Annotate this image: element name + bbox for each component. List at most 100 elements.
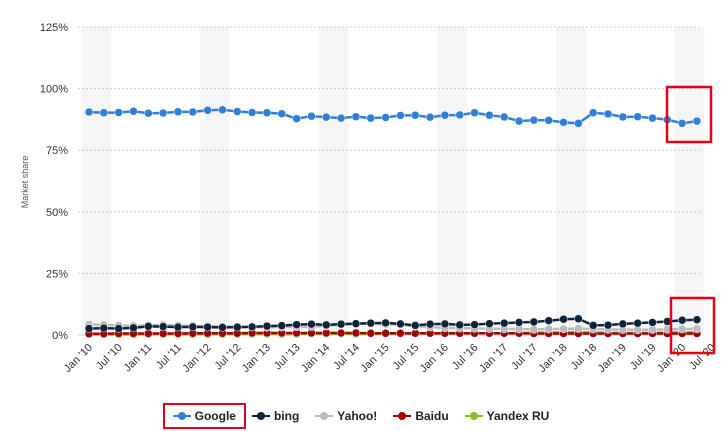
legend-item-yandex-ru[interactable]: Yandex RU <box>457 405 558 427</box>
legend-item-baidu[interactable]: Baidu <box>385 405 456 427</box>
data-point <box>499 318 509 328</box>
x-tick-label: Jul '11 <box>154 342 184 372</box>
data-point <box>322 112 331 122</box>
data-point <box>677 315 687 325</box>
data-point <box>440 319 450 329</box>
data-point <box>203 322 212 332</box>
data-point <box>440 110 450 120</box>
data-point <box>188 107 198 117</box>
data-point <box>544 116 553 125</box>
x-tick-label: Jul '14 <box>331 342 362 373</box>
year-band <box>674 27 705 335</box>
data-point <box>677 324 687 334</box>
data-point <box>529 115 539 125</box>
data-point <box>396 111 405 120</box>
series-google <box>84 105 702 128</box>
legend-label: Yandex RU <box>486 409 550 423</box>
data-point <box>381 318 390 328</box>
data-point <box>84 324 94 333</box>
grid-lines <box>78 26 700 336</box>
data-point <box>233 107 242 116</box>
data-point <box>158 322 168 331</box>
x-tick-label: Jul '12 <box>213 342 244 373</box>
chart-legend: Google bing Yahoo! Baidu Yandex RU <box>0 403 722 429</box>
data-point <box>262 108 272 117</box>
data-point <box>485 110 494 120</box>
x-tick-label: Jul '17 <box>509 342 540 373</box>
data-point <box>381 329 390 338</box>
legend-item-yahoo-[interactable]: Yahoo! <box>307 405 385 427</box>
y-axis-tick-labels: 0% 25% 50% 75% 100% 125% <box>40 22 68 342</box>
data-point <box>514 318 524 327</box>
data-point <box>188 322 198 332</box>
data-point <box>336 113 346 123</box>
data-point <box>99 108 109 117</box>
data-point <box>544 324 553 334</box>
legend-item-bing[interactable]: bing <box>244 405 307 427</box>
x-tick-label: Jan '17 <box>477 342 510 375</box>
x-tick-label: Jul '19 <box>628 342 659 373</box>
data-point <box>292 114 301 123</box>
data-point <box>648 113 657 123</box>
highlight-annotations <box>665 85 716 355</box>
data-point <box>144 108 153 118</box>
data-point <box>455 320 464 330</box>
data-point <box>603 320 613 330</box>
data-point <box>158 108 168 118</box>
data-point <box>366 329 376 338</box>
x-tick-label: Jan '13 <box>240 342 273 375</box>
highlight-box-bing <box>669 296 716 355</box>
data-point <box>692 324 702 334</box>
data-point <box>129 107 138 116</box>
x-tick-label: Jan '15 <box>358 342 391 375</box>
data-point <box>144 322 153 331</box>
y-tick-label: 50% <box>46 207 68 219</box>
data-point <box>633 112 642 121</box>
data-point <box>277 109 287 118</box>
y-tick-label: 25% <box>46 268 68 280</box>
x-tick-label: Jan '11 <box>122 342 155 375</box>
legend-item-google[interactable]: Google <box>162 403 246 429</box>
legend-label: Yahoo! <box>337 409 378 423</box>
data-point <box>84 107 94 117</box>
legend-label: Google <box>194 409 236 423</box>
data-point <box>544 316 553 325</box>
data-point <box>692 315 702 324</box>
data-point <box>470 108 479 117</box>
year-band <box>556 27 586 335</box>
alternating-year-bands <box>81 27 705 335</box>
data-point <box>322 320 331 330</box>
x-tick-label: Jan '18 <box>536 342 569 375</box>
data-point <box>470 320 479 329</box>
data-point <box>366 113 376 123</box>
data-point <box>247 108 257 117</box>
data-point <box>173 322 183 332</box>
y-tick-label: 75% <box>46 145 68 157</box>
x-tick-label: Jan '12 <box>180 342 213 375</box>
data-point <box>588 321 598 330</box>
x-tick-label: Jul '16 <box>450 342 481 373</box>
y-tick-label: 0% <box>52 330 68 342</box>
series-baidu <box>84 328 702 339</box>
data-point <box>336 328 346 338</box>
data-point <box>618 112 628 122</box>
y-tick-label: 100% <box>40 84 68 96</box>
data-point <box>692 116 702 126</box>
y-axis-label: Market share <box>20 156 30 209</box>
data-point <box>351 319 361 328</box>
data-point <box>559 118 568 127</box>
data-point <box>381 113 390 122</box>
data-point <box>677 119 687 128</box>
data-point <box>336 319 346 329</box>
legend-swatch <box>251 411 270 421</box>
data-point <box>366 318 376 328</box>
data-point <box>203 106 212 115</box>
data-point <box>292 320 301 329</box>
legend-swatch <box>315 411 334 421</box>
x-tick-label: Jul '15 <box>391 342 422 373</box>
data-point <box>559 324 568 334</box>
market-share-chart: 0% 25% 50% 75% 100% 125% Market share Jan '10… <box>20 22 718 375</box>
data-point <box>396 319 405 329</box>
x-tick-label: Jan '16 <box>418 342 451 375</box>
year-band <box>318 27 349 335</box>
